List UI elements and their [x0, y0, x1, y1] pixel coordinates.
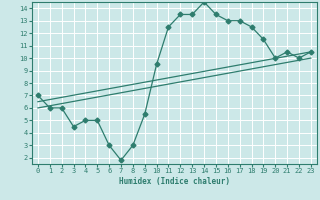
- X-axis label: Humidex (Indice chaleur): Humidex (Indice chaleur): [119, 177, 230, 186]
